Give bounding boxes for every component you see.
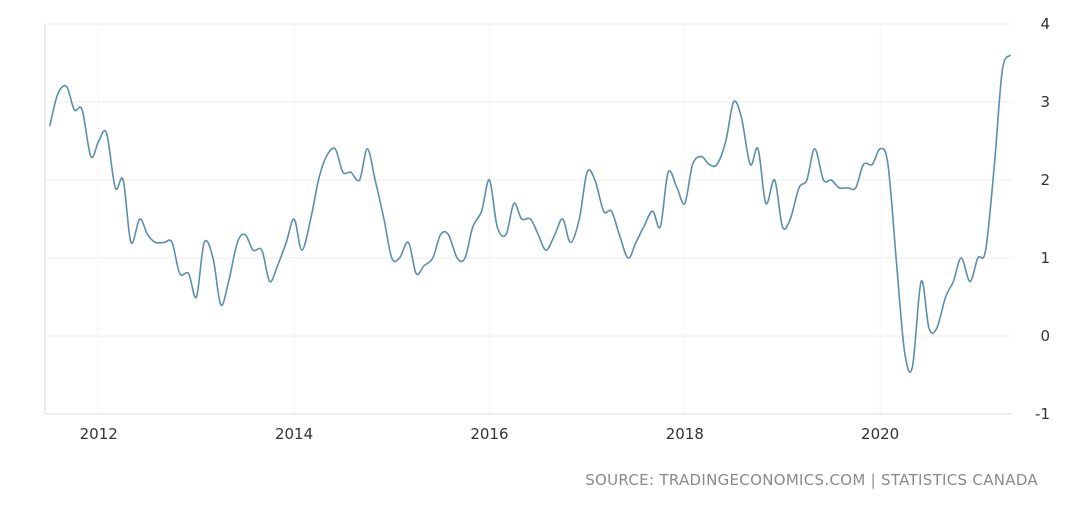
x-tick-label: 2018 [666,425,704,443]
tick-labels: 4 3 2 1 0 -1 2012 2014 2016 2018 2020 [80,15,1050,443]
y-tick-label: 2 [1040,171,1050,189]
x-tick-label: 2016 [470,425,508,443]
x-tick-label: 2012 [80,425,118,443]
y-tick-label: 4 [1040,15,1050,33]
y-tick-label: 1 [1040,249,1050,267]
source-credit: SOURCE: TRADINGECONOMICS.COM | STATISTIC… [585,471,1038,489]
series-line-0 [49,54,1011,373]
x-tick-label: 2020 [861,425,899,443]
series-layer [49,54,1011,373]
y-tick-label: 3 [1040,93,1050,111]
axes [44,24,1012,415]
y-tick-label: 0 [1040,327,1050,345]
y-tick-label: -1 [1035,405,1050,423]
x-tick-label: 2014 [275,425,313,443]
